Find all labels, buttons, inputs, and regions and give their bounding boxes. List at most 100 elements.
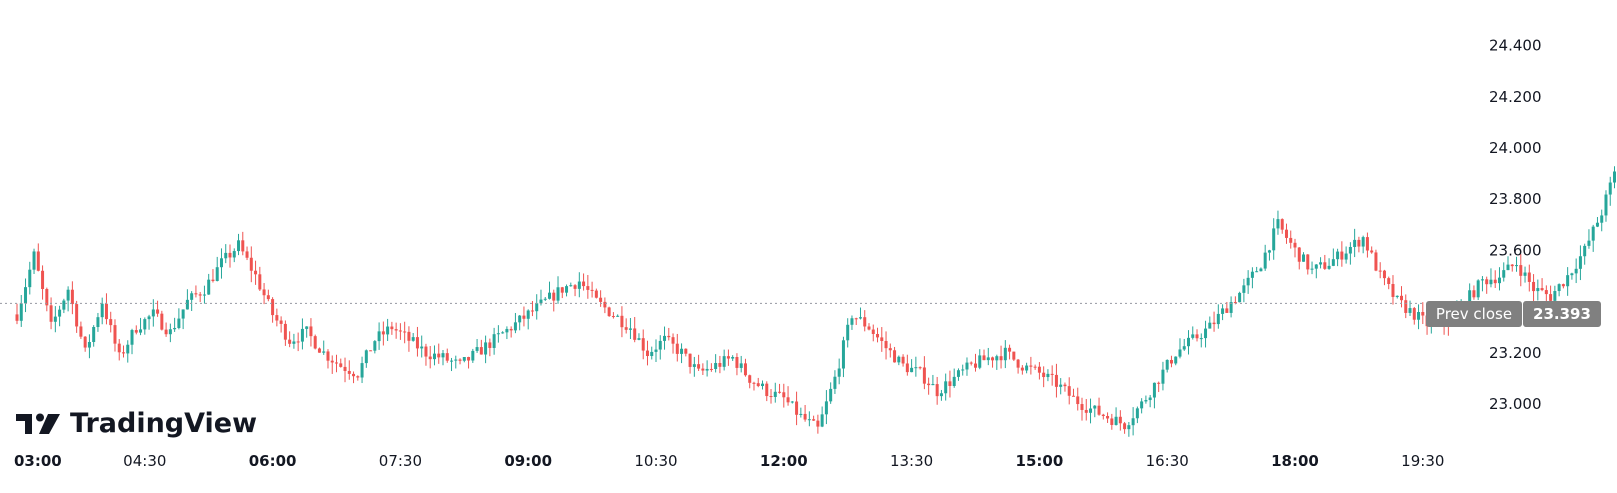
- candle-down: [428, 356, 432, 360]
- candle-down: [718, 362, 722, 367]
- candle-down: [381, 331, 385, 335]
- candle-down: [356, 376, 360, 378]
- candle-up: [1187, 337, 1190, 347]
- candle-up: [986, 357, 990, 361]
- candle-down: [752, 382, 756, 384]
- candle-up: [139, 329, 143, 333]
- candle-down: [1400, 295, 1403, 301]
- candle-down: [1233, 302, 1237, 304]
- candle-down: [335, 362, 338, 364]
- candle-up: [1229, 302, 1233, 313]
- candle-up: [181, 309, 185, 319]
- candle-up: [1557, 284, 1561, 292]
- candle-down: [905, 363, 909, 373]
- candle-up: [432, 353, 436, 360]
- candle-up: [1131, 418, 1135, 426]
- candle-up: [556, 287, 560, 301]
- candle-down: [1370, 250, 1374, 253]
- candle-up: [773, 391, 777, 397]
- candle-down: [41, 270, 45, 290]
- candle-down: [1016, 359, 1020, 368]
- candle-up: [829, 388, 833, 402]
- candle-down: [258, 274, 262, 290]
- candle-down: [1195, 334, 1199, 339]
- candle-down: [884, 340, 888, 349]
- candle-up: [1523, 272, 1527, 276]
- candle-down: [675, 343, 679, 354]
- candle-down: [343, 366, 347, 371]
- candle-down: [271, 299, 275, 316]
- candle-up: [1302, 254, 1306, 262]
- candle-up: [850, 318, 854, 325]
- candle-down: [999, 356, 1003, 361]
- candle-down: [969, 362, 973, 364]
- candle-down: [1549, 294, 1553, 301]
- candle-up: [1476, 280, 1480, 298]
- candle-down: [701, 368, 705, 371]
- candle-down: [803, 413, 807, 420]
- x-tick-label: 18:00: [1271, 452, 1319, 470]
- candle-up: [1570, 273, 1574, 276]
- candle-up: [616, 315, 620, 317]
- candle-down: [1110, 418, 1114, 425]
- candle-down: [560, 287, 564, 293]
- candle-up: [322, 351, 326, 353]
- candle-down: [786, 397, 790, 403]
- candle-down: [1532, 281, 1536, 292]
- x-axis: 03:00 04:30 06:00 07:30 09:00 10:30 12:00 13:30…: [14, 452, 1444, 470]
- candle-down: [104, 303, 108, 320]
- candle-up: [1497, 277, 1501, 284]
- candle-up: [1336, 251, 1340, 260]
- candle-up: [224, 252, 228, 259]
- candle-up: [237, 240, 241, 252]
- candle-up: [1604, 194, 1608, 216]
- candle-up: [96, 317, 100, 328]
- candle-down: [156, 309, 160, 314]
- tradingview-logo[interactable]: TradingView: [16, 408, 257, 439]
- candle-down: [458, 359, 462, 361]
- x-tick-label: 12:00: [760, 452, 808, 470]
- candle-up: [168, 329, 172, 335]
- x-tick-label: 07:30: [379, 452, 422, 470]
- candle-up: [1489, 279, 1493, 285]
- candle-up: [1344, 253, 1348, 260]
- candle-down: [254, 270, 258, 275]
- candle-down: [1297, 247, 1301, 262]
- candle-up: [305, 326, 309, 329]
- candle-down: [1008, 347, 1012, 352]
- candle-down: [611, 316, 615, 318]
- y-tick-label: 23.800: [1489, 190, 1542, 208]
- candle-up: [1216, 313, 1220, 325]
- candle-down: [79, 326, 83, 337]
- candle-up: [722, 356, 726, 367]
- candle-down: [160, 313, 164, 330]
- candle-up: [420, 346, 424, 349]
- candle-up: [799, 413, 803, 415]
- candle-down: [352, 373, 356, 377]
- candle-up: [1310, 268, 1314, 270]
- candle-down: [313, 336, 317, 349]
- candle-up: [484, 342, 488, 355]
- candle-down: [283, 323, 287, 340]
- candle-down: [275, 315, 279, 321]
- candle-down: [369, 350, 373, 352]
- candle-up: [215, 267, 219, 281]
- candle-down: [1472, 290, 1476, 298]
- candle-up: [1152, 382, 1156, 398]
- candle-up: [1331, 259, 1335, 266]
- prev-close-label: Prev close: [1436, 305, 1512, 323]
- y-tick-label: 23.600: [1489, 241, 1542, 259]
- candle-down: [1306, 254, 1310, 270]
- candle-down: [748, 375, 752, 383]
- candle-up: [1089, 408, 1093, 413]
- candle-up: [232, 251, 236, 258]
- candle-up: [1395, 295, 1399, 297]
- candle-down: [667, 335, 671, 338]
- candle-down: [1374, 252, 1378, 271]
- tradingview-logo-icon: [16, 413, 60, 434]
- candle-down: [288, 339, 292, 344]
- candle-down: [880, 337, 884, 341]
- candle-down: [1123, 423, 1127, 430]
- candle-up: [1221, 308, 1225, 314]
